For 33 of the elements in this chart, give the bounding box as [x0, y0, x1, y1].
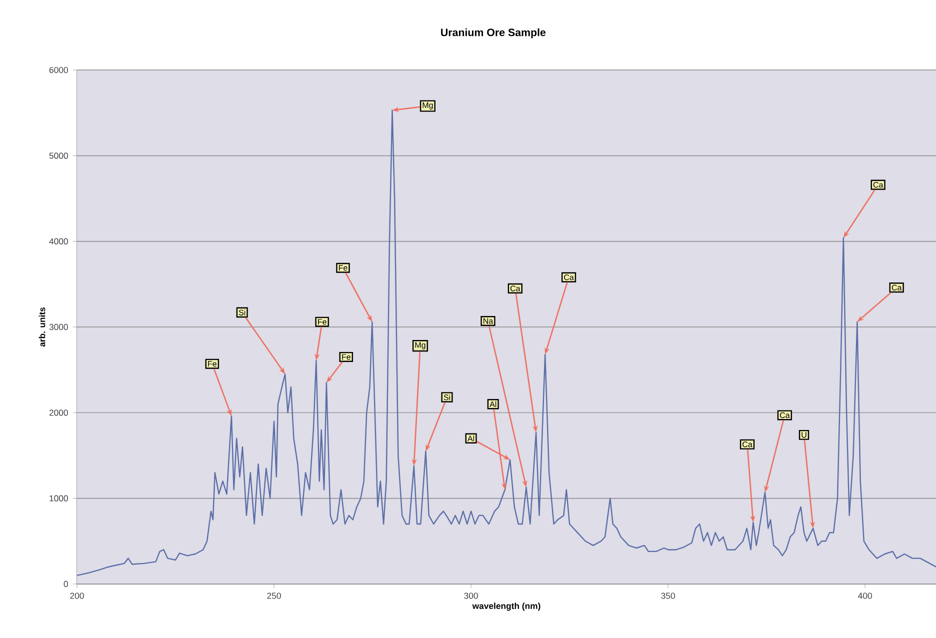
y-tick-label: 3000 — [49, 324, 68, 330]
x-tick-label: 250 — [267, 592, 281, 599]
x-tick-label: 300 — [464, 592, 478, 599]
annotation: Si — [238, 309, 246, 316]
annotation: Na — [484, 318, 494, 324]
y-tick-label: 6000 — [49, 66, 68, 74]
annotation: Ca — [742, 442, 752, 448]
x-tick-label: 350 — [661, 592, 675, 599]
annotation: Ca — [564, 274, 574, 280]
annotation: Ca — [510, 286, 520, 292]
annotation: Fe — [208, 361, 216, 367]
y-tick-label: 2000 — [49, 410, 68, 416]
annotation: Si — [444, 394, 450, 400]
x-tick-label: 400 — [858, 592, 872, 599]
y-axis-title: arb. units — [38, 307, 46, 347]
annotation: Al — [468, 435, 474, 442]
annotation: U — [802, 432, 806, 438]
annotation: Ca — [780, 412, 790, 418]
annotation: Mg — [422, 102, 433, 110]
x-axis-title: wavelength (nm) — [472, 602, 540, 611]
y-tick-label: 4000 — [49, 238, 68, 244]
annotation: Fe — [342, 354, 350, 360]
annotation: Ca — [873, 182, 884, 188]
annotation: Ca — [892, 284, 902, 290]
annotation: Mg — [415, 342, 426, 350]
annotation: Fe — [338, 265, 348, 271]
annotation: Al — [490, 401, 496, 407]
y-tick-label: 1000 — [50, 495, 68, 502]
y-tick-label: 5000 — [49, 152, 68, 159]
x-tick-label: 200 — [70, 592, 84, 599]
annotation: Fe — [318, 319, 326, 325]
chart-title: Uranium Ore Sample — [441, 28, 546, 38]
y-tick-label: 0 — [64, 580, 68, 588]
